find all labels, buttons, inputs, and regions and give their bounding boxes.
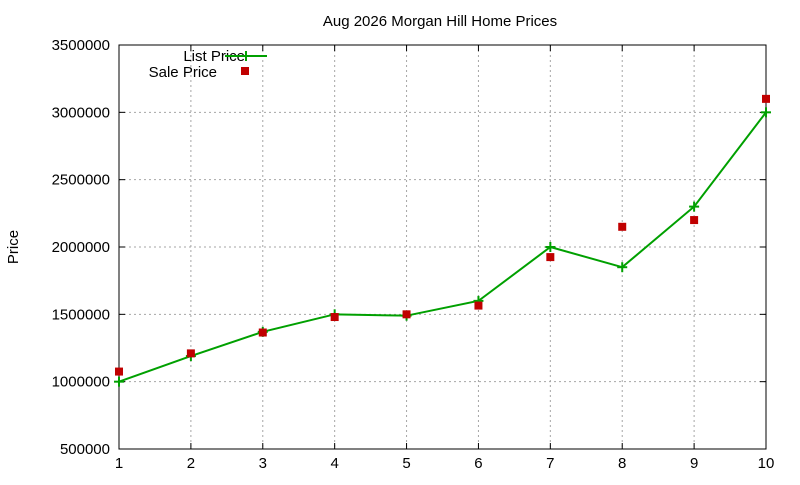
data-point-sale-price [690,216,699,225]
legend-label-list-price: List Price [183,48,245,65]
data-point-sale-price [330,313,339,322]
data-point-sale-price [546,253,555,262]
y-tick-label: 2500000 [52,172,110,189]
x-tick-label: 8 [618,455,626,472]
grid-layer [119,45,766,449]
x-tick-label: 1 [115,455,123,472]
y-tick-label: 3500000 [52,37,110,54]
x-tick-label: 7 [546,455,554,472]
y-tick-label: 2000000 [52,239,110,256]
data-point-sale-price [258,328,267,337]
plot-border [118,44,767,450]
series-layer [114,94,771,387]
y-tick-label: 1500000 [52,306,110,323]
x-tick-label: 10 [758,455,775,472]
legend: List Price Sale Price [149,48,267,81]
data-point-sale-price [186,349,195,358]
data-point-sale-price [618,222,627,231]
data-point-list-price [114,376,124,387]
data-point-list-price [689,201,700,212]
legend-label-sale-price: Sale Price [149,64,217,81]
data-point-list-price [545,242,556,252]
chart-title: Aug 2026 Morgan Hill Home Prices [323,13,557,30]
y-tick-label: 500000 [60,441,110,458]
series-line-list-price [118,111,767,383]
legend-marker-list-price [241,51,251,61]
x-tick-label: 5 [402,455,410,472]
data-point-sale-price [115,367,123,376]
legend-marker-sale-price [241,67,249,75]
data-point-list-price [617,262,628,273]
x-tick-label: 9 [690,455,698,472]
y-axis-label: Price [5,230,22,264]
axis-layer [118,44,767,450]
tick-label-layer: 1 2 3 4 5 6 7 8 9 10 500000 1000000 1500000 2000000 25… [52,37,775,472]
x-tick-label: 3 [259,455,267,472]
data-point-sale-price [474,301,483,310]
data-point-sale-price [762,94,770,103]
y-tick-label: 1000000 [52,374,110,391]
y-tick-label: 3000000 [52,104,110,121]
data-point-sale-price [402,310,411,319]
x-tick-label: 4 [330,455,338,472]
x-tick-label: 2 [187,455,195,472]
x-tick-label: 6 [474,455,482,472]
data-point-list-price [761,107,771,118]
